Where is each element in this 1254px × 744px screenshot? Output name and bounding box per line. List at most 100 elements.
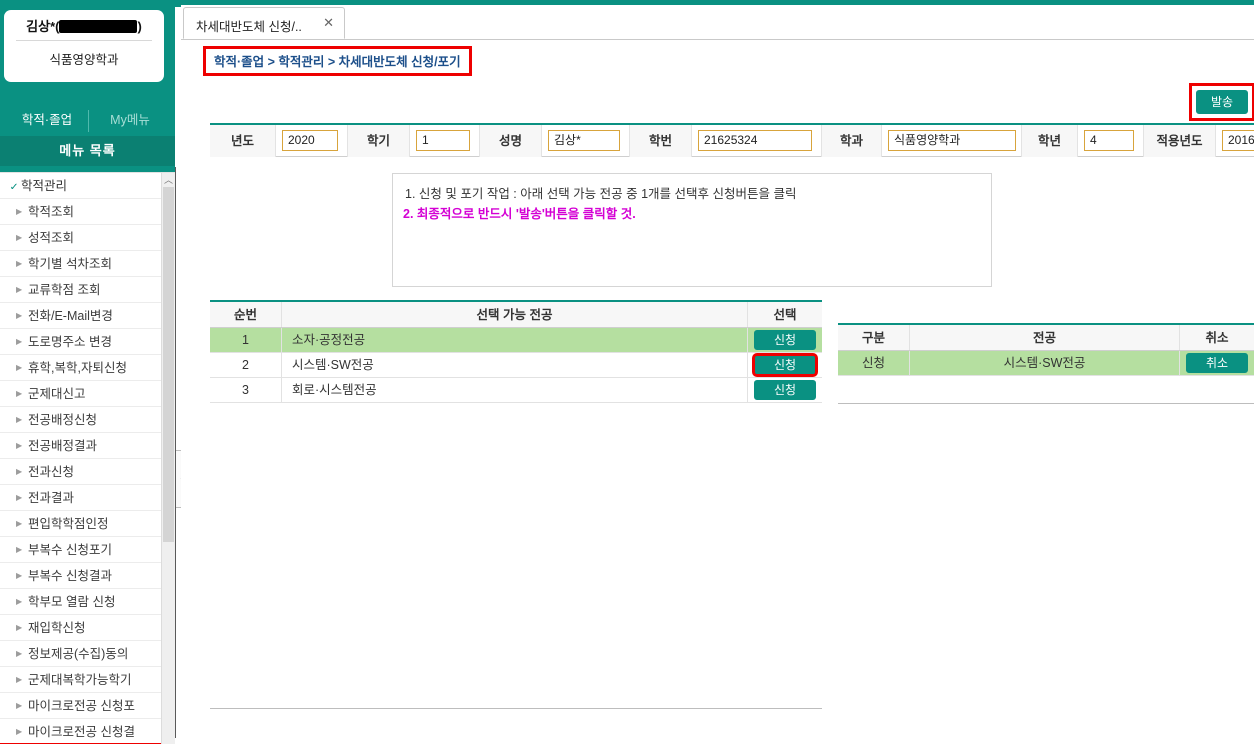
column-header-2: 선택 <box>773 308 797 322</box>
sidebar-item-10[interactable]: ▶ 전과신청 <box>0 459 175 485</box>
sidebar-item-11[interactable]: ▶ 전과결과 <box>0 485 175 511</box>
form-label-3: 학번 <box>630 125 692 157</box>
sidebar-tab-mymenu[interactable]: My메뉴 <box>110 113 150 127</box>
form-label-4: 학과 <box>822 125 882 157</box>
top-accent-bar <box>0 0 1254 7</box>
apply-button[interactable]: 신청 <box>752 353 818 377</box>
sidebar-item-label: 마이크로전공 신청포 <box>28 699 135 713</box>
sidebar-item-label: 학부모 열람 신청 <box>28 595 116 609</box>
sidebar-item-8[interactable]: ▶ 전공배정신청 <box>0 407 175 433</box>
user-card: 김상*() 식품영양학과 <box>4 10 164 82</box>
form-input-4[interactable]: 식품영양학과 <box>888 130 1016 151</box>
sidebar-item-12[interactable]: ▶ 편입학학점인정 <box>0 511 175 537</box>
user-name-paren-close: ) <box>137 19 142 34</box>
form-label-0: 년도 <box>210 125 276 157</box>
sidebar-item-9[interactable]: ▶ 전공배정결과 <box>0 433 175 459</box>
action-cell: 취소 <box>1180 351 1254 375</box>
row-number: 3 <box>210 378 282 402</box>
form-value-cell-5: 4 <box>1078 125 1144 157</box>
table-row[interactable]: 1 소자·공정전공 신청 <box>210 328 822 353</box>
form-value-cell-3: 21625324 <box>692 125 822 157</box>
sidebar-item-18[interactable]: ▶ 군제대복학가능학기 <box>0 667 175 693</box>
sidebar-item-15[interactable]: ▶ 학부모 열람 신청 <box>0 589 175 615</box>
chevron-right-icon: ▶ <box>16 259 23 268</box>
action-cell: 신청 <box>748 328 822 352</box>
form-value-cell-6: 2016 <box>1216 125 1254 157</box>
form-input-0[interactable]: 2020 <box>282 130 338 151</box>
sidebar-item-20[interactable]: ▶ 마이크로전공 신청결 <box>0 719 175 744</box>
sidebar-item-2[interactable]: ▶ 학기별 석차조회 <box>0 251 175 277</box>
table-row[interactable]: 2 시스템·SW전공 신청 <box>210 353 822 378</box>
sidebar-item-label: 전과신청 <box>28 465 75 479</box>
close-icon[interactable]: ✕ <box>323 15 334 30</box>
user-name: 김상*() <box>4 16 164 35</box>
sidebar-item-3[interactable]: ▶ 교류학점 조회 <box>0 277 175 303</box>
sidebar-item-0[interactable]: ▶ 학적조회 <box>0 199 175 225</box>
menu-scrollbar[interactable]: ︿ <box>161 173 175 744</box>
sidebar-item-14[interactable]: ▶ 부복수 신청결과 <box>0 563 175 589</box>
sidebar-item-label: 군제대신고 <box>28 387 86 401</box>
chevron-right-icon: ▶ <box>16 467 23 476</box>
available-majors-table: 순번 선택 가능 전공 선택 1 소자·공정전공 신청 2 시스템·SW전공 신청 3 회로·시스템… <box>210 300 822 403</box>
sidebar-item-4[interactable]: ▶ 전화/E-Mail변경 <box>0 303 175 329</box>
form-value-cell-2: 김상* <box>542 125 630 157</box>
send-button[interactable]: 발송 <box>1196 90 1248 114</box>
scrollbar-thumb[interactable] <box>163 187 174 542</box>
sidebar-item-label: 학적조회 <box>28 205 75 219</box>
sidebar-tab-separator <box>88 110 89 132</box>
user-department: 식품영양학과 <box>49 53 119 67</box>
apply-button[interactable]: 신청 <box>754 330 816 350</box>
sidebar-item-5[interactable]: ▶ 도로명주소 변경 <box>0 329 175 355</box>
chevron-right-icon: ▶ <box>16 389 23 398</box>
sidebar-item-17[interactable]: ▶ 정보제공(수집)동의 <box>0 641 175 667</box>
table-row[interactable]: 신청 시스템·SW전공 취소 <box>838 351 1254 376</box>
menu-group-label: 학적관리 <box>21 179 68 193</box>
sidebar-item-1[interactable]: ▶ 성적조회 <box>0 225 175 251</box>
form-input-5[interactable]: 4 <box>1084 130 1134 151</box>
major-name: 소자·공정전공 <box>282 328 748 352</box>
instruction-line-2: 2. 최종적으로 반드시 '발송'버튼을 클릭할 것. <box>403 207 636 221</box>
tab-label: 차세대반도체 신청/.. <box>196 20 302 34</box>
applied-majors-table: 구분 전공 취소 신청 시스템·SW전공 취소 <box>838 323 1254 376</box>
tab-bar: 차세대반도체 신청/.. ✕ <box>181 5 1254 40</box>
chevron-right-icon: ▶ <box>16 571 23 580</box>
sidebar-item-label: 교류학점 조회 <box>28 283 101 297</box>
chevron-right-icon: ▶ <box>16 623 23 632</box>
menu-group-academic-management[interactable]: ✓ 학적관리 <box>0 173 175 199</box>
sidebar-tabs: 학적·졸업 My메뉴 <box>0 105 175 137</box>
tab-semiconductor-application[interactable]: 차세대반도체 신청/.. ✕ <box>183 7 345 39</box>
sidebar-item-label: 전화/E-Mail변경 <box>28 309 113 323</box>
cancel-button[interactable]: 취소 <box>1186 353 1248 373</box>
sidebar-tab-academic[interactable]: 학적·졸업 <box>21 113 73 127</box>
chevron-right-icon: ▶ <box>16 285 23 294</box>
form-input-2[interactable]: 김상* <box>548 130 620 151</box>
sidebar-item-13[interactable]: ▶ 부복수 신청포기 <box>0 537 175 563</box>
apply-button[interactable]: 신청 <box>754 380 816 400</box>
row-number: 1 <box>210 328 282 352</box>
sidebar-item-16[interactable]: ▶ 재입학신청 <box>0 615 175 641</box>
instruction-line-1: 1. 신청 및 포기 작업 : 아래 선택 가능 전공 중 1개를 선택후 신청… <box>405 187 797 201</box>
table-header-row: 구분 전공 취소 <box>838 325 1254 351</box>
chevron-right-icon: ▶ <box>16 701 23 710</box>
menu-container: ✓ 학적관리 ▶ 학적조회 ▶ 성적조회 ▶ 학기별 석차조회 ▶ 교류학점 조회 ▶ 전화/E-Ma… <box>0 173 175 744</box>
form-input-1[interactable]: 1 <box>416 130 470 151</box>
sidebar-item-19[interactable]: ▶ 마이크로전공 신청포 <box>0 693 175 719</box>
form-input-3[interactable]: 21625324 <box>698 130 812 151</box>
sidebar-item-6[interactable]: ▶ 휴학,복학,자퇴신청 <box>0 355 175 381</box>
user-name-text: 김상*( <box>26 19 60 34</box>
chevron-right-icon: ▶ <box>16 493 23 502</box>
sidebar-item-7[interactable]: ▶ 군제대신고 <box>0 381 175 407</box>
sidebar-item-label: 재입학신청 <box>28 621 86 635</box>
content-bottom-rule <box>210 708 822 709</box>
form-info-bar: 년도 2020 학기 1 성명 김상* 학번 21625324 학과 식품영양학과 학년 4 적용년도 2… <box>210 123 1254 157</box>
scroll-up-icon[interactable]: ︿ <box>162 173 175 187</box>
chevron-right-icon: ▶ <box>16 233 23 242</box>
chevron-right-icon: ▶ <box>16 545 23 554</box>
sidebar-item-label: 정보제공(수집)동의 <box>28 647 129 661</box>
chevron-right-icon: ▶ <box>16 311 23 320</box>
table-row[interactable]: 3 회로·시스템전공 신청 <box>210 378 822 403</box>
row-number: 2 <box>210 353 282 377</box>
chevron-right-icon: ▶ <box>16 649 23 658</box>
form-input-6[interactable]: 2016 <box>1222 130 1254 151</box>
chevron-down-icon: ✓ <box>9 182 19 193</box>
